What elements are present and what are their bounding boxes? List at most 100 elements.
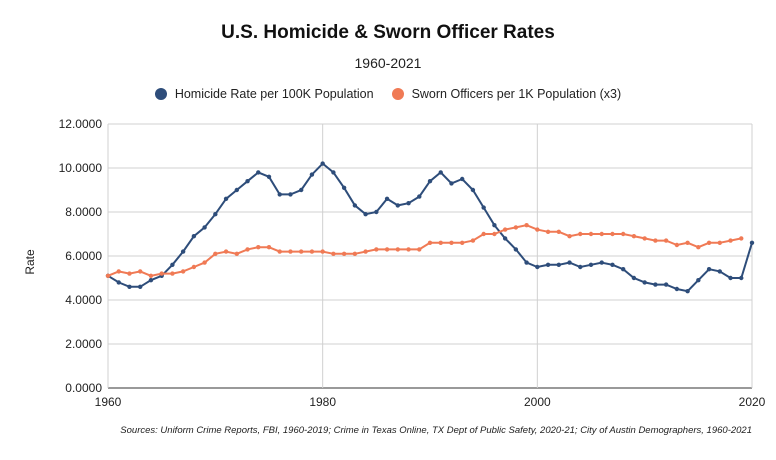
data-point — [384, 247, 390, 252]
data-point — [674, 286, 680, 292]
data-point — [202, 225, 207, 230]
data-point — [545, 229, 551, 234]
data-point — [116, 269, 121, 274]
data-point — [599, 231, 604, 237]
data-point — [277, 192, 282, 197]
data-point — [470, 238, 476, 243]
chart-title: U.S. Homicide & Sworn Officer Rates — [221, 22, 555, 43]
data-point — [234, 187, 239, 193]
data-point — [266, 174, 272, 179]
y-tick-label: 12.0000 — [59, 117, 103, 131]
data-point — [116, 280, 121, 285]
data-point — [223, 196, 229, 201]
data-point — [341, 251, 347, 256]
data-point — [159, 271, 164, 276]
data-point — [213, 212, 218, 217]
data-point — [492, 223, 497, 228]
data-point — [223, 249, 229, 254]
data-point — [374, 209, 379, 215]
data-point — [127, 284, 132, 289]
data-point — [256, 170, 261, 175]
data-point — [245, 179, 250, 184]
data-point — [234, 251, 239, 256]
data-point — [105, 273, 111, 278]
data-point — [277, 249, 282, 254]
data-point — [674, 242, 680, 248]
data-point — [180, 269, 186, 274]
data-point — [170, 262, 175, 267]
data-point — [717, 240, 722, 245]
y-axis-ticks: 0.0000 2.0000 4.0000 6.0000 8.0000 10.0000 12.… — [59, 117, 103, 395]
data-point — [127, 271, 132, 276]
data-point — [288, 192, 293, 197]
data-point — [170, 271, 175, 276]
data-point — [749, 240, 755, 245]
data-point — [406, 247, 411, 252]
data-point — [449, 240, 454, 245]
y-tick-label: 2.0000 — [65, 337, 102, 351]
data-point — [288, 249, 293, 254]
series-layer — [105, 161, 755, 294]
data-point — [438, 240, 443, 245]
data-point — [438, 170, 443, 175]
data-point — [417, 194, 422, 199]
data-point — [556, 262, 561, 267]
data-point — [535, 227, 540, 232]
series-line — [107, 224, 742, 277]
series-group — [105, 223, 744, 278]
data-point — [642, 236, 647, 241]
data-point — [191, 234, 197, 239]
legend: Homicide Rate per 100K Population Sworn … — [0, 87, 776, 101]
x-axis-ticks: 1960 1980 2000 2020 — [95, 395, 766, 409]
x-tick-label: 1980 — [309, 395, 336, 409]
data-point — [331, 170, 336, 175]
data-point — [610, 231, 615, 237]
data-point — [567, 260, 572, 265]
data-point — [513, 247, 519, 252]
data-point — [642, 280, 647, 285]
data-point — [299, 249, 304, 254]
data-point — [578, 264, 583, 270]
data-point — [728, 238, 733, 243]
data-point — [245, 247, 250, 252]
data-point — [706, 267, 712, 272]
data-point — [481, 231, 486, 237]
y-tick-label: 0.0000 — [65, 381, 102, 395]
x-tick-label: 2000 — [524, 395, 551, 409]
data-point — [266, 245, 272, 250]
data-point — [395, 203, 400, 208]
data-point — [374, 247, 379, 252]
data-point — [610, 262, 615, 267]
data-point — [406, 201, 411, 206]
data-point — [148, 278, 154, 283]
data-point — [395, 247, 400, 252]
data-point — [213, 251, 218, 256]
data-point — [320, 249, 325, 254]
data-point — [653, 282, 658, 287]
data-point — [524, 223, 529, 228]
x-tick-label: 1960 — [95, 395, 122, 409]
data-point — [621, 231, 626, 237]
data-point — [309, 249, 315, 254]
y-tick-label: 8.0000 — [65, 205, 102, 219]
data-point — [535, 264, 540, 270]
data-point — [696, 278, 701, 283]
data-point — [449, 181, 454, 186]
data-point — [567, 234, 572, 239]
data-point — [384, 196, 390, 201]
data-point — [631, 275, 637, 281]
data-point — [427, 240, 433, 245]
chart-subtitle: 1960-2021 — [354, 55, 422, 71]
data-point — [513, 225, 519, 230]
data-point — [685, 240, 690, 245]
data-point — [309, 172, 315, 177]
grid-lines — [107, 123, 753, 389]
data-point — [588, 231, 594, 237]
data-point — [352, 203, 358, 208]
data-point — [460, 240, 465, 245]
data-point — [706, 240, 712, 245]
data-point — [728, 275, 733, 281]
data-point — [631, 234, 637, 239]
data-point — [556, 229, 561, 234]
data-point — [363, 212, 368, 217]
